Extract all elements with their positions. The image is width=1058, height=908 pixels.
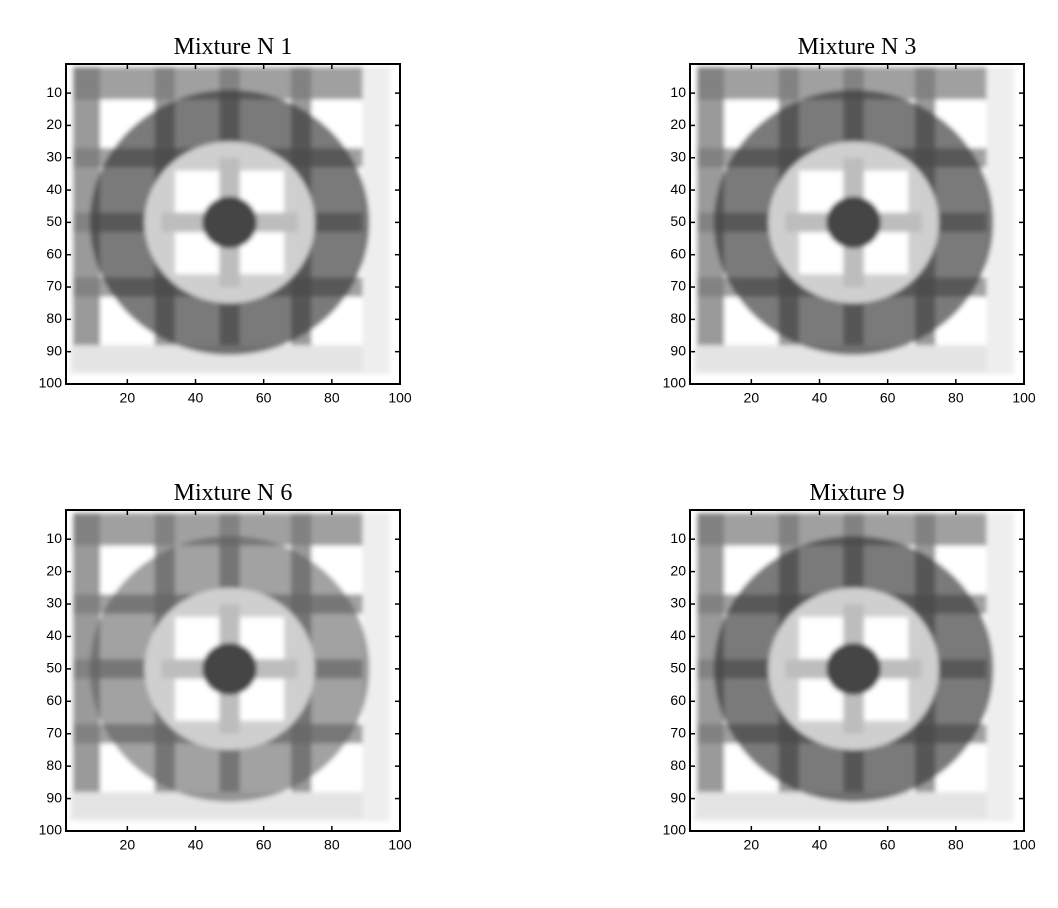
- x-tick-label: 80: [948, 390, 964, 406]
- image-content: [693, 67, 1014, 375]
- x-tick-label: 80: [948, 837, 964, 853]
- y-tick-label: 90: [670, 342, 686, 358]
- y-tick-label: 80: [670, 310, 686, 326]
- x-tick-label: 40: [812, 837, 828, 853]
- y-tick-label: 40: [670, 181, 686, 197]
- x-tick-label: 80: [324, 390, 340, 406]
- x-tick-label: 100: [388, 390, 412, 406]
- image-content: [69, 67, 390, 375]
- y-tick-label: 50: [670, 213, 686, 229]
- x-tick-label: 40: [812, 390, 828, 406]
- y-tick-label: 60: [670, 245, 686, 261]
- x-tick-label: 20: [744, 837, 760, 853]
- y-tick-label: 40: [46, 627, 62, 643]
- subplot-title: Mixture 9: [809, 480, 904, 506]
- axes-box: [689, 509, 1025, 832]
- y-tick-label: 10: [46, 84, 62, 100]
- y-tick-label: 20: [670, 562, 686, 578]
- subplot-title: Mixture N 3: [798, 34, 917, 60]
- x-tick-label: 40: [188, 837, 204, 853]
- y-tick-label: 50: [46, 660, 62, 676]
- y-tick-label: 70: [670, 724, 686, 740]
- x-tick-label: 100: [1012, 390, 1036, 406]
- y-tick-label: 60: [670, 692, 686, 708]
- y-tick-label: 40: [670, 627, 686, 643]
- y-tick-label: 60: [46, 692, 62, 708]
- y-tick-label: 40: [46, 181, 62, 197]
- image-content: [69, 513, 390, 822]
- x-tick-label: 100: [1012, 837, 1036, 853]
- y-tick-label: 20: [46, 116, 62, 132]
- y-tick-label: 10: [670, 530, 686, 546]
- y-tick-label: 30: [46, 595, 62, 611]
- x-tick-label: 100: [388, 837, 412, 853]
- y-tick-label: 100: [663, 822, 687, 838]
- axes-box: [689, 63, 1025, 385]
- image-region: [826, 642, 881, 695]
- subplot: Mixture N 3 20 40 60 80 100 10 20 30 40 50 60 70 80 90…: [663, 34, 1036, 406]
- x-tick-label: 20: [744, 390, 760, 406]
- y-tick-label: 50: [670, 660, 686, 676]
- y-tick-label: 80: [670, 757, 686, 773]
- y-tick-label: 30: [670, 148, 686, 164]
- axes-box: [65, 509, 401, 832]
- y-tick-label: 100: [663, 375, 687, 391]
- y-tick-label: 30: [46, 148, 62, 164]
- y-tick-label: 20: [46, 562, 62, 578]
- y-tick-label: 80: [46, 310, 62, 326]
- y-tick-label: 10: [46, 530, 62, 546]
- y-tick-label: 80: [46, 757, 62, 773]
- y-tick-label: 20: [670, 116, 686, 132]
- y-tick-label: 10: [670, 84, 686, 100]
- subplot: Mixture N 1 20 40 60 80 100 10 20 30 40 50 60 70 80 90…: [39, 34, 412, 406]
- y-tick-label: 70: [670, 278, 686, 294]
- y-tick-label: 60: [46, 245, 62, 261]
- image: [69, 67, 390, 375]
- y-tick-label: 90: [670, 789, 686, 805]
- x-tick-label: 40: [188, 390, 204, 406]
- subplot: Mixture 9 20 40 60 80 100 10 20 30 40 50 60 70 80 90 10…: [663, 480, 1036, 853]
- y-tick-label: 100: [39, 375, 63, 391]
- x-tick-label: 80: [324, 837, 340, 853]
- x-tick-label: 60: [256, 837, 272, 853]
- image: [69, 513, 390, 822]
- y-tick-label: 30: [670, 595, 686, 611]
- axes-box: [65, 63, 401, 385]
- x-tick-label: 60: [880, 390, 896, 406]
- y-tick-label: 100: [39, 822, 63, 838]
- y-tick-label: 50: [46, 213, 62, 229]
- x-tick-label: 20: [120, 837, 136, 853]
- y-tick-label: 70: [46, 724, 62, 740]
- subplot-title: Mixture N 1: [174, 34, 293, 60]
- subplot-title: Mixture N 6: [174, 480, 293, 506]
- image-content: [693, 513, 1014, 822]
- subplot: Mixture N 6 20 40 60 80 100 10 20 30 40 50 60 70 80 90…: [39, 480, 412, 853]
- image-region: [202, 196, 257, 249]
- y-tick-label: 90: [46, 342, 62, 358]
- image-region: [202, 642, 257, 695]
- y-tick-label: 90: [46, 789, 62, 805]
- x-tick-label: 60: [256, 390, 272, 406]
- image: [693, 513, 1014, 822]
- image: [693, 67, 1014, 375]
- y-tick-label: 70: [46, 278, 62, 294]
- x-tick-label: 60: [880, 837, 896, 853]
- x-tick-label: 20: [120, 390, 136, 406]
- image-region: [826, 196, 881, 249]
